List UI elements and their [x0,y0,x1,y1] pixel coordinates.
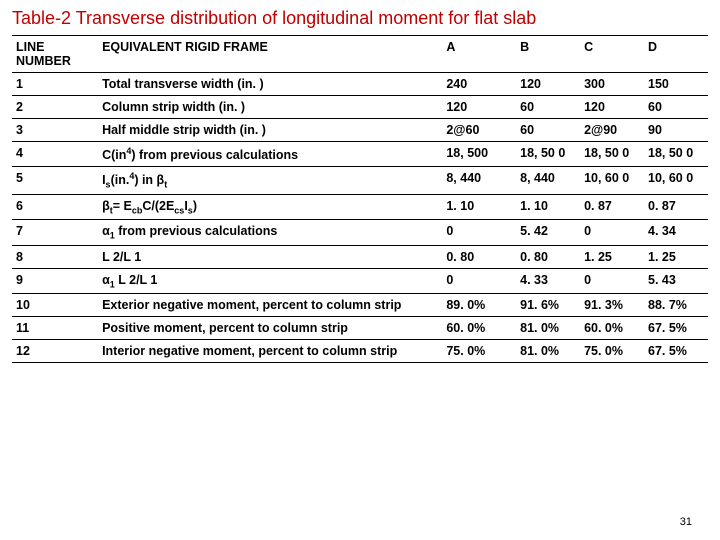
cell-value-d: 88. 7% [644,294,708,317]
cell-label: Is(in.4) in βt [98,167,442,195]
header-col-b: B [516,36,580,73]
cell-label: Half middle strip width (in. ) [98,119,442,142]
moment-distribution-table: LINE NUMBER EQUIVALENT RIGID FRAME A B C… [12,35,708,363]
cell-value-c: 91. 3% [580,294,644,317]
cell-value-c: 0. 87 [580,194,644,220]
cell-value-a: 1. 10 [442,194,516,220]
cell-value-a: 0 [442,220,516,246]
cell-value-b: 91. 6% [516,294,580,317]
cell-value-d: 150 [644,73,708,96]
table-row: 6βt= EcbC/(2EcsIs)1. 101. 100. 870. 87 [12,194,708,220]
header-col-d: D [644,36,708,73]
table-row: 7α1 from previous calculations05. 4204. … [12,220,708,246]
cell-value-d: 60 [644,96,708,119]
cell-value-b: 60 [516,119,580,142]
cell-value-d: 18, 50 0 [644,142,708,167]
table-row: 9α1 L 2/L 104. 3305. 43 [12,268,708,294]
table-row: 10Exterior negative moment, percent to c… [12,294,708,317]
cell-value-a: 60. 0% [442,317,516,340]
cell-line-number: 3 [12,119,98,142]
table-row: 11Positive moment, percent to column str… [12,317,708,340]
cell-line-number: 5 [12,167,98,195]
cell-value-b: 120 [516,73,580,96]
cell-line-number: 8 [12,245,98,268]
cell-value-a: 0 [442,268,516,294]
cell-label: α1 L 2/L 1 [98,268,442,294]
table-title: Table-2 Transverse distribution of longi… [12,8,708,29]
cell-value-b: 4. 33 [516,268,580,294]
cell-value-d: 67. 5% [644,317,708,340]
cell-line-number: 4 [12,142,98,167]
cell-value-c: 75. 0% [580,340,644,363]
cell-value-d: 4. 34 [644,220,708,246]
cell-value-a: 240 [442,73,516,96]
cell-value-a: 0. 80 [442,245,516,268]
cell-value-b: 1. 10 [516,194,580,220]
cell-value-a: 2@60 [442,119,516,142]
cell-line-number: 1 [12,73,98,96]
cell-value-c: 120 [580,96,644,119]
cell-line-number: 12 [12,340,98,363]
cell-label: Column strip width (in. ) [98,96,442,119]
cell-label: Positive moment, percent to column strip [98,317,442,340]
header-frame: EQUIVALENT RIGID FRAME [98,36,442,73]
cell-value-a: 120 [442,96,516,119]
table-header-row: LINE NUMBER EQUIVALENT RIGID FRAME A B C… [12,36,708,73]
cell-value-d: 67. 5% [644,340,708,363]
cell-value-a: 75. 0% [442,340,516,363]
cell-value-c: 60. 0% [580,317,644,340]
cell-value-c: 0 [580,220,644,246]
cell-line-number: 11 [12,317,98,340]
cell-value-c: 300 [580,73,644,96]
cell-value-d: 90 [644,119,708,142]
page-number: 31 [680,516,692,528]
cell-label: C(in4) from previous calculations [98,142,442,167]
cell-value-d: 1. 25 [644,245,708,268]
header-col-c: C [580,36,644,73]
cell-line-number: 2 [12,96,98,119]
table-row: 12Interior negative moment, percent to c… [12,340,708,363]
cell-label: Total transverse width (in. ) [98,73,442,96]
table-row: 8L 2/L 10. 800. 801. 251. 25 [12,245,708,268]
cell-value-a: 8, 440 [442,167,516,195]
cell-value-b: 5. 42 [516,220,580,246]
header-col-a: A [442,36,516,73]
cell-line-number: 9 [12,268,98,294]
cell-value-b: 81. 0% [516,317,580,340]
cell-value-d: 5. 43 [644,268,708,294]
cell-value-b: 18, 50 0 [516,142,580,167]
cell-value-b: 0. 80 [516,245,580,268]
table-row: 3Half middle strip width (in. )2@60602@9… [12,119,708,142]
cell-line-number: 10 [12,294,98,317]
header-line-number: LINE NUMBER [12,36,98,73]
table-row: 4C(in4) from previous calculations18, 50… [12,142,708,167]
table-row: 2Column strip width (in. )1206012060 [12,96,708,119]
cell-value-c: 10, 60 0 [580,167,644,195]
cell-label: α1 from previous calculations [98,220,442,246]
cell-value-b: 81. 0% [516,340,580,363]
cell-value-c: 18, 50 0 [580,142,644,167]
cell-value-c: 1. 25 [580,245,644,268]
cell-line-number: 7 [12,220,98,246]
cell-value-d: 10, 60 0 [644,167,708,195]
cell-label: Exterior negative moment, percent to col… [98,294,442,317]
cell-label: βt= EcbC/(2EcsIs) [98,194,442,220]
cell-label: Interior negative moment, percent to col… [98,340,442,363]
cell-value-a: 89. 0% [442,294,516,317]
cell-value-d: 0. 87 [644,194,708,220]
table-row: 5Is(in.4) in βt8, 4408, 44010, 60 010, 6… [12,167,708,195]
cell-value-c: 2@90 [580,119,644,142]
cell-value-b: 60 [516,96,580,119]
cell-value-a: 18, 500 [442,142,516,167]
table-row: 1Total transverse width (in. )2401203001… [12,73,708,96]
cell-label: L 2/L 1 [98,245,442,268]
cell-line-number: 6 [12,194,98,220]
cell-value-b: 8, 440 [516,167,580,195]
cell-value-c: 0 [580,268,644,294]
